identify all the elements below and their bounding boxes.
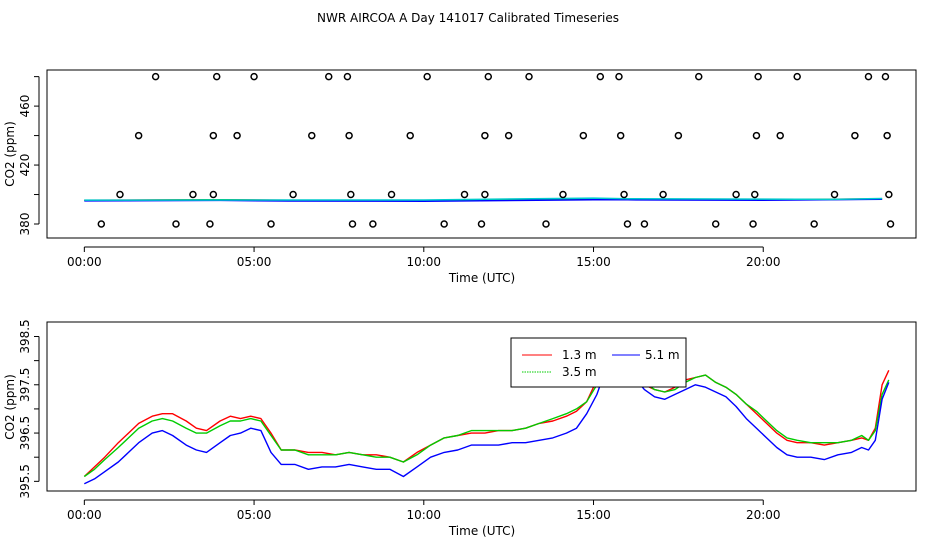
calibration-point [754, 72, 762, 81]
calibration-point [116, 190, 124, 199]
calibration-point [695, 72, 703, 81]
calibration-point [674, 131, 683, 140]
bottom-x-tick-label: 20:00 [746, 508, 781, 522]
calibration-point [616, 131, 625, 140]
calibration-point [189, 190, 197, 199]
top-x-tick-label: 10:00 [406, 255, 441, 269]
calibration-point [460, 190, 469, 199]
calibration-point [440, 220, 448, 228]
top-x-tick-label: 00:00 [67, 255, 102, 269]
calibration-point [345, 131, 353, 140]
calibration-point [749, 220, 757, 228]
calibration-point [206, 220, 214, 228]
calibration-point [596, 72, 605, 81]
legend-label-3-5m: 3.5 m [562, 365, 597, 379]
calibration-point [793, 72, 801, 81]
calibration-point [481, 131, 489, 140]
calibration-point [623, 220, 632, 228]
calibration-point [369, 220, 377, 228]
top-x-tick-label: 05:00 [237, 255, 272, 269]
series-line-3-5-m [83, 343, 890, 478]
calibration-point [542, 220, 550, 228]
bottom-x-tick-label: 00:00 [67, 508, 102, 522]
calibration-point [885, 190, 893, 199]
top-y-axis-label: CO2 (ppm) [3, 121, 17, 187]
calibration-point [579, 131, 588, 140]
calibration-point [347, 190, 355, 199]
calibration-point [886, 220, 895, 228]
bottom-plot-frame [46, 321, 917, 492]
legend-label-1-3m: 1.3 m [562, 348, 597, 362]
top-scatter-panel: 00:00 05:00 10:00 15:00 20:00 380 420 460 Time … [3, 69, 917, 285]
calibration-point [233, 131, 241, 140]
calibration-point [881, 72, 890, 81]
legend-box [510, 337, 687, 388]
bottom-y-tick-label: 397.5 [18, 368, 32, 402]
bottom-x-tick-label: 10:00 [406, 508, 441, 522]
bottom-y-tick-label: 395.5 [18, 464, 32, 498]
calibration-point [343, 72, 352, 81]
top-y-tick-label: 420 [18, 154, 32, 177]
chart-title: NWR AIRCOA A Day 141017 Calibrated Times… [317, 11, 619, 25]
calibration-point [559, 190, 567, 199]
calibration-point [776, 131, 784, 140]
calibration-point [504, 131, 513, 140]
legend: 1.3 m 3.5 m 5.1 m [510, 337, 687, 388]
bottom-x-tick-label: 05:00 [237, 508, 272, 522]
calibration-point [864, 72, 873, 81]
calibration-point [348, 220, 357, 228]
calibration-point [250, 72, 258, 81]
calibration-point [751, 190, 759, 199]
calibration-point [851, 131, 859, 140]
bottom-x-tick-label: 15:00 [576, 508, 611, 522]
calibration-point [525, 72, 533, 81]
top-y-tick-label: 460 [18, 95, 32, 118]
calibration-point [883, 131, 891, 140]
calibration-point [212, 72, 221, 81]
calibration-point [97, 220, 106, 228]
top-x-tick-label: 15:00 [576, 255, 611, 269]
calibration-point [620, 190, 628, 199]
calibration-point [810, 220, 818, 228]
calibration-point [151, 72, 160, 81]
bottom-x-axis-label: Time (UTC) [448, 524, 515, 538]
bottom-y-tick-label: 398.5 [18, 319, 32, 353]
calibration-point [209, 131, 218, 140]
calibration-point [308, 131, 316, 140]
bottom-y-axis-label: CO2 (ppm) [3, 374, 17, 440]
calibration-point [640, 220, 649, 228]
bottom-y-tick-label: 396.5 [18, 416, 32, 450]
calibration-point [732, 190, 740, 199]
legend-label-5-1m: 5.1 m [645, 348, 680, 362]
bottom-line-panel: 00:00 05:00 10:00 15:00 20:00 395.5 396.5 397.5… [3, 319, 917, 538]
calibration-point [481, 190, 489, 199]
top-y-tick-label: 380 [18, 213, 32, 236]
calibration-point [477, 220, 486, 228]
calibration-point [484, 72, 493, 81]
calibration-point [711, 220, 720, 228]
calibration-point [387, 190, 396, 199]
calibration-point [134, 131, 143, 140]
top-x-axis-label: Time (UTC) [448, 271, 515, 285]
top-x-tick-label: 20:00 [746, 255, 781, 269]
calibration-point [830, 190, 839, 199]
calibration-point [659, 190, 667, 199]
calibration-point [172, 220, 180, 228]
calibration-point [406, 131, 414, 140]
calibration-point [324, 72, 333, 81]
calibration-point [289, 190, 297, 199]
top-plot-frame [46, 69, 917, 239]
calibration-point [267, 220, 275, 228]
calibration-point [423, 72, 431, 81]
series-line-5-1-m [83, 345, 890, 485]
top-baseline-series-4 [84, 197, 883, 201]
calibration-point [752, 131, 761, 140]
calibration-point [209, 190, 218, 199]
calibration-point [615, 72, 623, 81]
